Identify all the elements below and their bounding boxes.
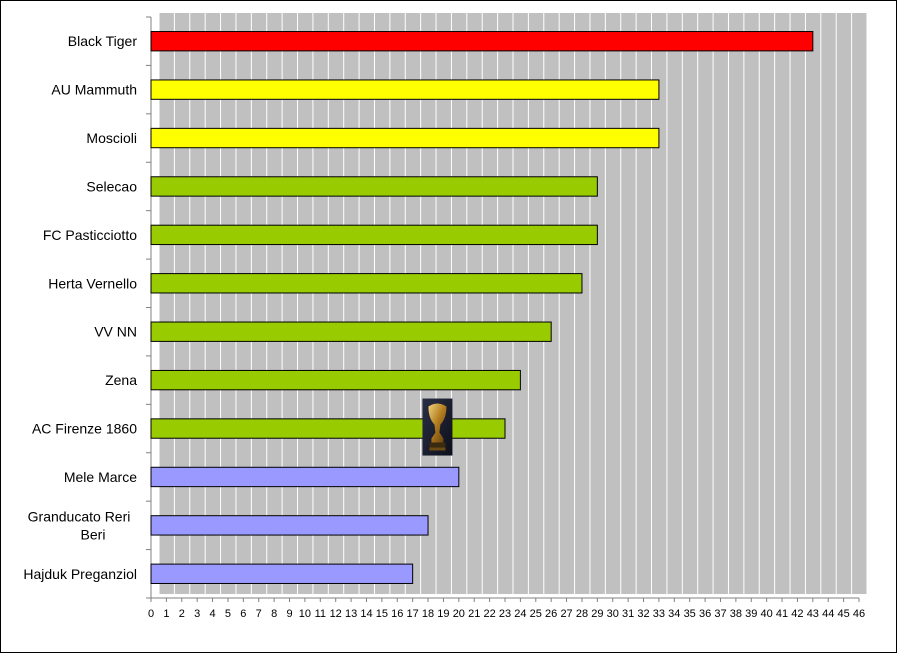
bar <box>150 466 460 488</box>
x-tick-label: 12 <box>330 608 342 620</box>
x-tick-label: 25 <box>530 608 542 620</box>
category-label: Herta Vernello <box>48 275 137 291</box>
x-tick-label: 36 <box>699 608 711 620</box>
category-label: FC Pasticciotto <box>43 227 137 243</box>
category-label: Mele Marce <box>64 469 137 485</box>
x-tick-label: 6 <box>240 608 246 620</box>
trophy-base <box>429 442 446 448</box>
bar <box>150 515 429 536</box>
x-tick-label: 26 <box>545 608 557 620</box>
x-tick-label: 45 <box>837 608 849 620</box>
x-tick-label: 10 <box>299 608 311 620</box>
x-tick-label: 15 <box>376 608 388 620</box>
x-tick-label: 30 <box>607 608 619 620</box>
bar <box>150 273 583 294</box>
trophy-cup <box>428 403 447 443</box>
x-tick-label: 17 <box>407 608 419 620</box>
x-tick-label: 20 <box>453 608 465 620</box>
x-tick-label: 2 <box>179 608 185 620</box>
x-tick-label: 43 <box>807 608 819 620</box>
bar <box>150 127 660 149</box>
x-tick-label: 24 <box>514 608 526 620</box>
x-tick-label: 46 <box>853 608 865 620</box>
trophy-icon <box>422 398 453 456</box>
x-tick-label: 39 <box>745 608 757 620</box>
x-tick-label: 44 <box>822 608 834 620</box>
bar <box>150 79 660 100</box>
category-label: Black Tiger <box>68 33 138 49</box>
x-tick-label: 5 <box>225 608 231 620</box>
x-tick-label: 28 <box>576 608 588 620</box>
x-tick-label: 42 <box>791 608 803 620</box>
x-tick-label: 0 <box>148 608 154 620</box>
x-tick-label: 27 <box>560 608 572 620</box>
x-tick-label: 32 <box>637 608 649 620</box>
x-tick-label: 13 <box>345 608 357 620</box>
x-tick-label: 19 <box>437 608 449 620</box>
bar <box>150 563 414 584</box>
x-tick-label: 31 <box>622 608 634 620</box>
bar <box>150 369 521 391</box>
category-label: Zena <box>105 372 137 388</box>
x-tick-label: 40 <box>761 608 773 620</box>
x-tick-label: 7 <box>256 608 262 620</box>
category-label: Selecao <box>86 178 137 194</box>
x-tick-label: 29 <box>591 608 603 620</box>
x-tick-label: 35 <box>684 608 696 620</box>
x-tick-label: 4 <box>210 608 216 620</box>
x-tick-label: 38 <box>730 608 742 620</box>
x-tick-label: 34 <box>668 608 680 620</box>
x-tick-label: 14 <box>360 608 372 620</box>
category-label: Moscioli <box>86 130 137 146</box>
bar <box>150 224 598 246</box>
x-tick-label: 16 <box>391 608 403 620</box>
category-label: VV NN <box>94 324 137 340</box>
category-label: AU Mammuth <box>51 82 137 98</box>
bar <box>150 176 598 197</box>
x-tick-label: 1 <box>163 608 169 620</box>
bar <box>150 31 814 52</box>
category-label: Hajduk Preganziol <box>23 566 137 582</box>
x-tick-label: 23 <box>499 608 511 620</box>
x-tick-label: 37 <box>714 608 726 620</box>
x-tick-label: 11 <box>315 608 326 620</box>
x-tick-label: 33 <box>653 608 665 620</box>
x-tick-label: 41 <box>776 608 788 620</box>
bar <box>150 321 552 342</box>
x-tick-label: 9 <box>286 608 292 620</box>
x-tick-label: 18 <box>422 608 434 620</box>
trophy-plinth <box>429 447 446 451</box>
category-label: AC Firenze 1860 <box>32 421 137 437</box>
x-tick-label: 21 <box>468 608 480 620</box>
x-tick-label: 22 <box>483 608 495 620</box>
category-label: Granducato Reri Beri <box>28 508 131 542</box>
x-tick-label: 3 <box>194 608 200 620</box>
bar <box>150 418 506 439</box>
x-tick-label: 8 <box>271 608 277 620</box>
